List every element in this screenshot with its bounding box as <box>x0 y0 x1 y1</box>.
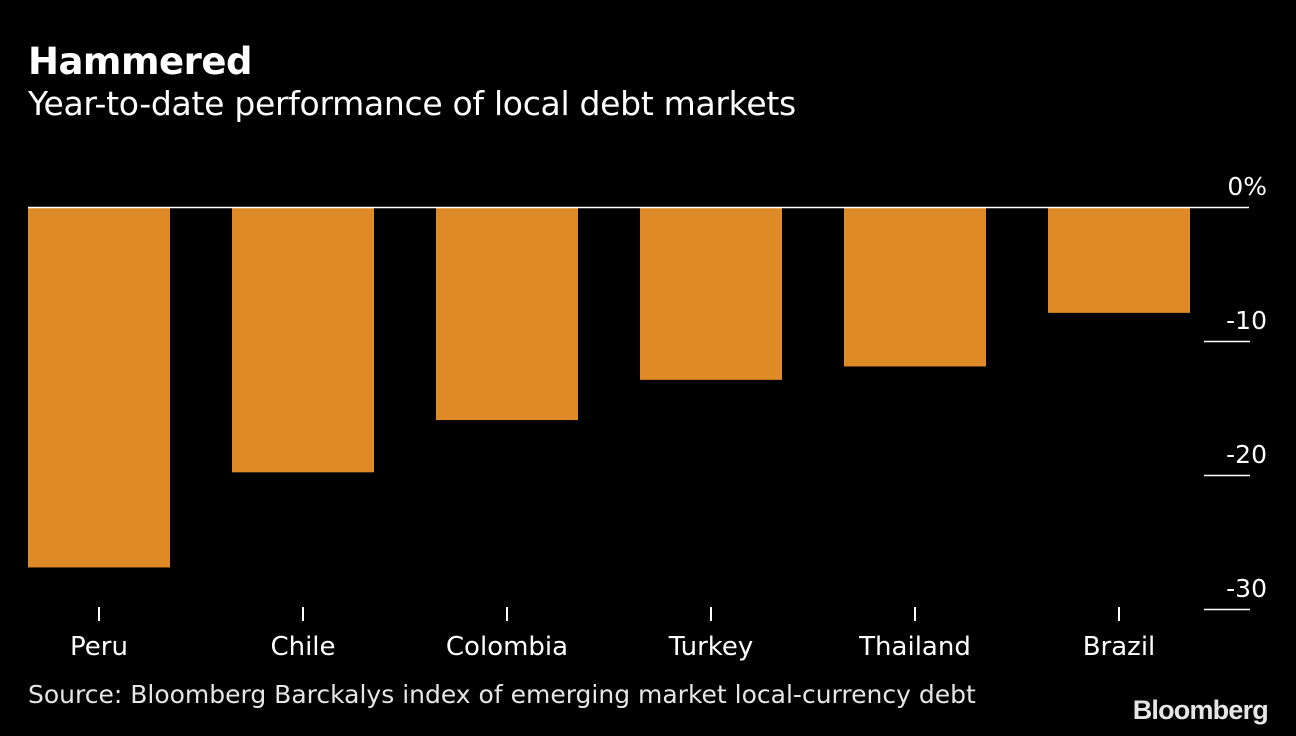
x-tick-label: Turkey <box>668 632 754 662</box>
chart-subtitle: Year-to-date performance of local debt m… <box>28 84 796 123</box>
x-tick-label: Peru <box>70 632 128 662</box>
chart-title: Hammered <box>28 40 252 83</box>
x-tick-label: Chile <box>270 632 335 662</box>
y-tick-label: 0% <box>1227 172 1267 201</box>
bar-peru <box>28 207 170 568</box>
bar-chile <box>232 207 374 473</box>
bar-colombia <box>436 207 578 421</box>
x-tick-label: Colombia <box>446 632 568 662</box>
bar-turkey <box>640 207 782 380</box>
x-tick-label: Brazil <box>1083 632 1156 662</box>
x-tick-label: Thailand <box>858 632 971 662</box>
bar-thailand <box>844 207 986 367</box>
y-tick-label: -10 <box>1226 306 1267 335</box>
y-tick-label: -30 <box>1226 574 1267 603</box>
y-tick-label: -20 <box>1226 440 1267 469</box>
source-note: Source: Bloomberg Barckalys index of eme… <box>28 680 976 709</box>
bar-brazil <box>1048 207 1190 313</box>
bloomberg-logo: Bloomberg <box>1132 695 1269 725</box>
